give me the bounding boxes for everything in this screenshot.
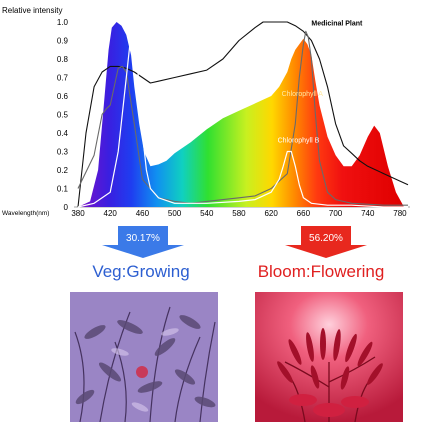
bloom-caption: Bloom:Flowering	[257, 262, 385, 281]
y-tick-label: 0.5	[57, 111, 69, 120]
y-tick-labels: 0 0.1 0.2 0.3 0.4 0.5 0.6 0.7 0.8 0.9 1.0	[57, 18, 69, 212]
y-tick-label: 0.1	[57, 185, 69, 194]
veg-arrow: 30.17%	[102, 226, 184, 258]
veg-arrow-shape	[102, 226, 184, 258]
bloom-plant-photo	[255, 292, 403, 422]
bloom-arrow-label: 56.20%	[309, 233, 343, 244]
x-tick-label: 540	[200, 209, 214, 218]
x-tick-label: 380	[71, 209, 85, 218]
spectrum-chart: Relative intensity 0 0.1 0.2 0.3 0.4 0.5 0.6 0.…	[2, 6, 410, 258]
x-tick-label: 420	[104, 209, 118, 218]
x-axis-title: Wavelength(nm)	[2, 210, 49, 217]
x-tick-label: 700	[329, 209, 343, 218]
bloom-arrow: 56.20%	[285, 226, 367, 258]
series-annotation: Chlorophyll B	[278, 137, 320, 144]
y-tick-label: 1.0	[57, 18, 69, 27]
x-tick-label: 460	[136, 209, 150, 218]
y-tick-label: 0.3	[57, 148, 69, 157]
bloom-plant-illustration	[255, 292, 403, 422]
x-tick-label: 500	[168, 209, 182, 218]
spectrum-area	[78, 22, 404, 207]
y-tick-label: 0.2	[57, 166, 69, 175]
bloom-arrow-shape	[285, 226, 367, 258]
x-tick-label: 620	[264, 209, 278, 218]
veg-plant-photo	[70, 292, 218, 422]
y-tick-label: 0.8	[57, 55, 69, 64]
y-tick-label: 0	[64, 203, 69, 212]
veg-caption: Veg:Growing	[92, 262, 190, 281]
y-axis-title: Relative intensity	[2, 6, 62, 15]
x-tick-label: 780	[393, 209, 407, 218]
y-tick-label: 0.6	[57, 92, 69, 101]
series-annotation: Chlorophyll A	[282, 91, 324, 98]
y-tick-label: 0.9	[57, 37, 69, 46]
x-tick-label: 660	[297, 209, 311, 218]
series-line-3	[77, 30, 408, 208]
veg-plant-illustration	[70, 292, 218, 422]
series-layer	[77, 21, 409, 208]
x-tick-label: 740	[361, 209, 375, 218]
y-tick-label: 0.7	[57, 74, 69, 83]
series-line-2	[77, 30, 408, 206]
y-tick-label: 0.4	[57, 129, 69, 138]
x-tick-label: 580	[232, 209, 246, 218]
veg-arrow-label: 30.17%	[126, 233, 160, 244]
series-annotation: Medicinal Plant	[311, 21, 363, 28]
x-tick-labels: 380 420 460 500 540 580 620 660 700 740 780	[71, 209, 407, 218]
annotation-layer: Medicinal Plant Chlorophyll A Chlorophyll …	[278, 21, 363, 145]
